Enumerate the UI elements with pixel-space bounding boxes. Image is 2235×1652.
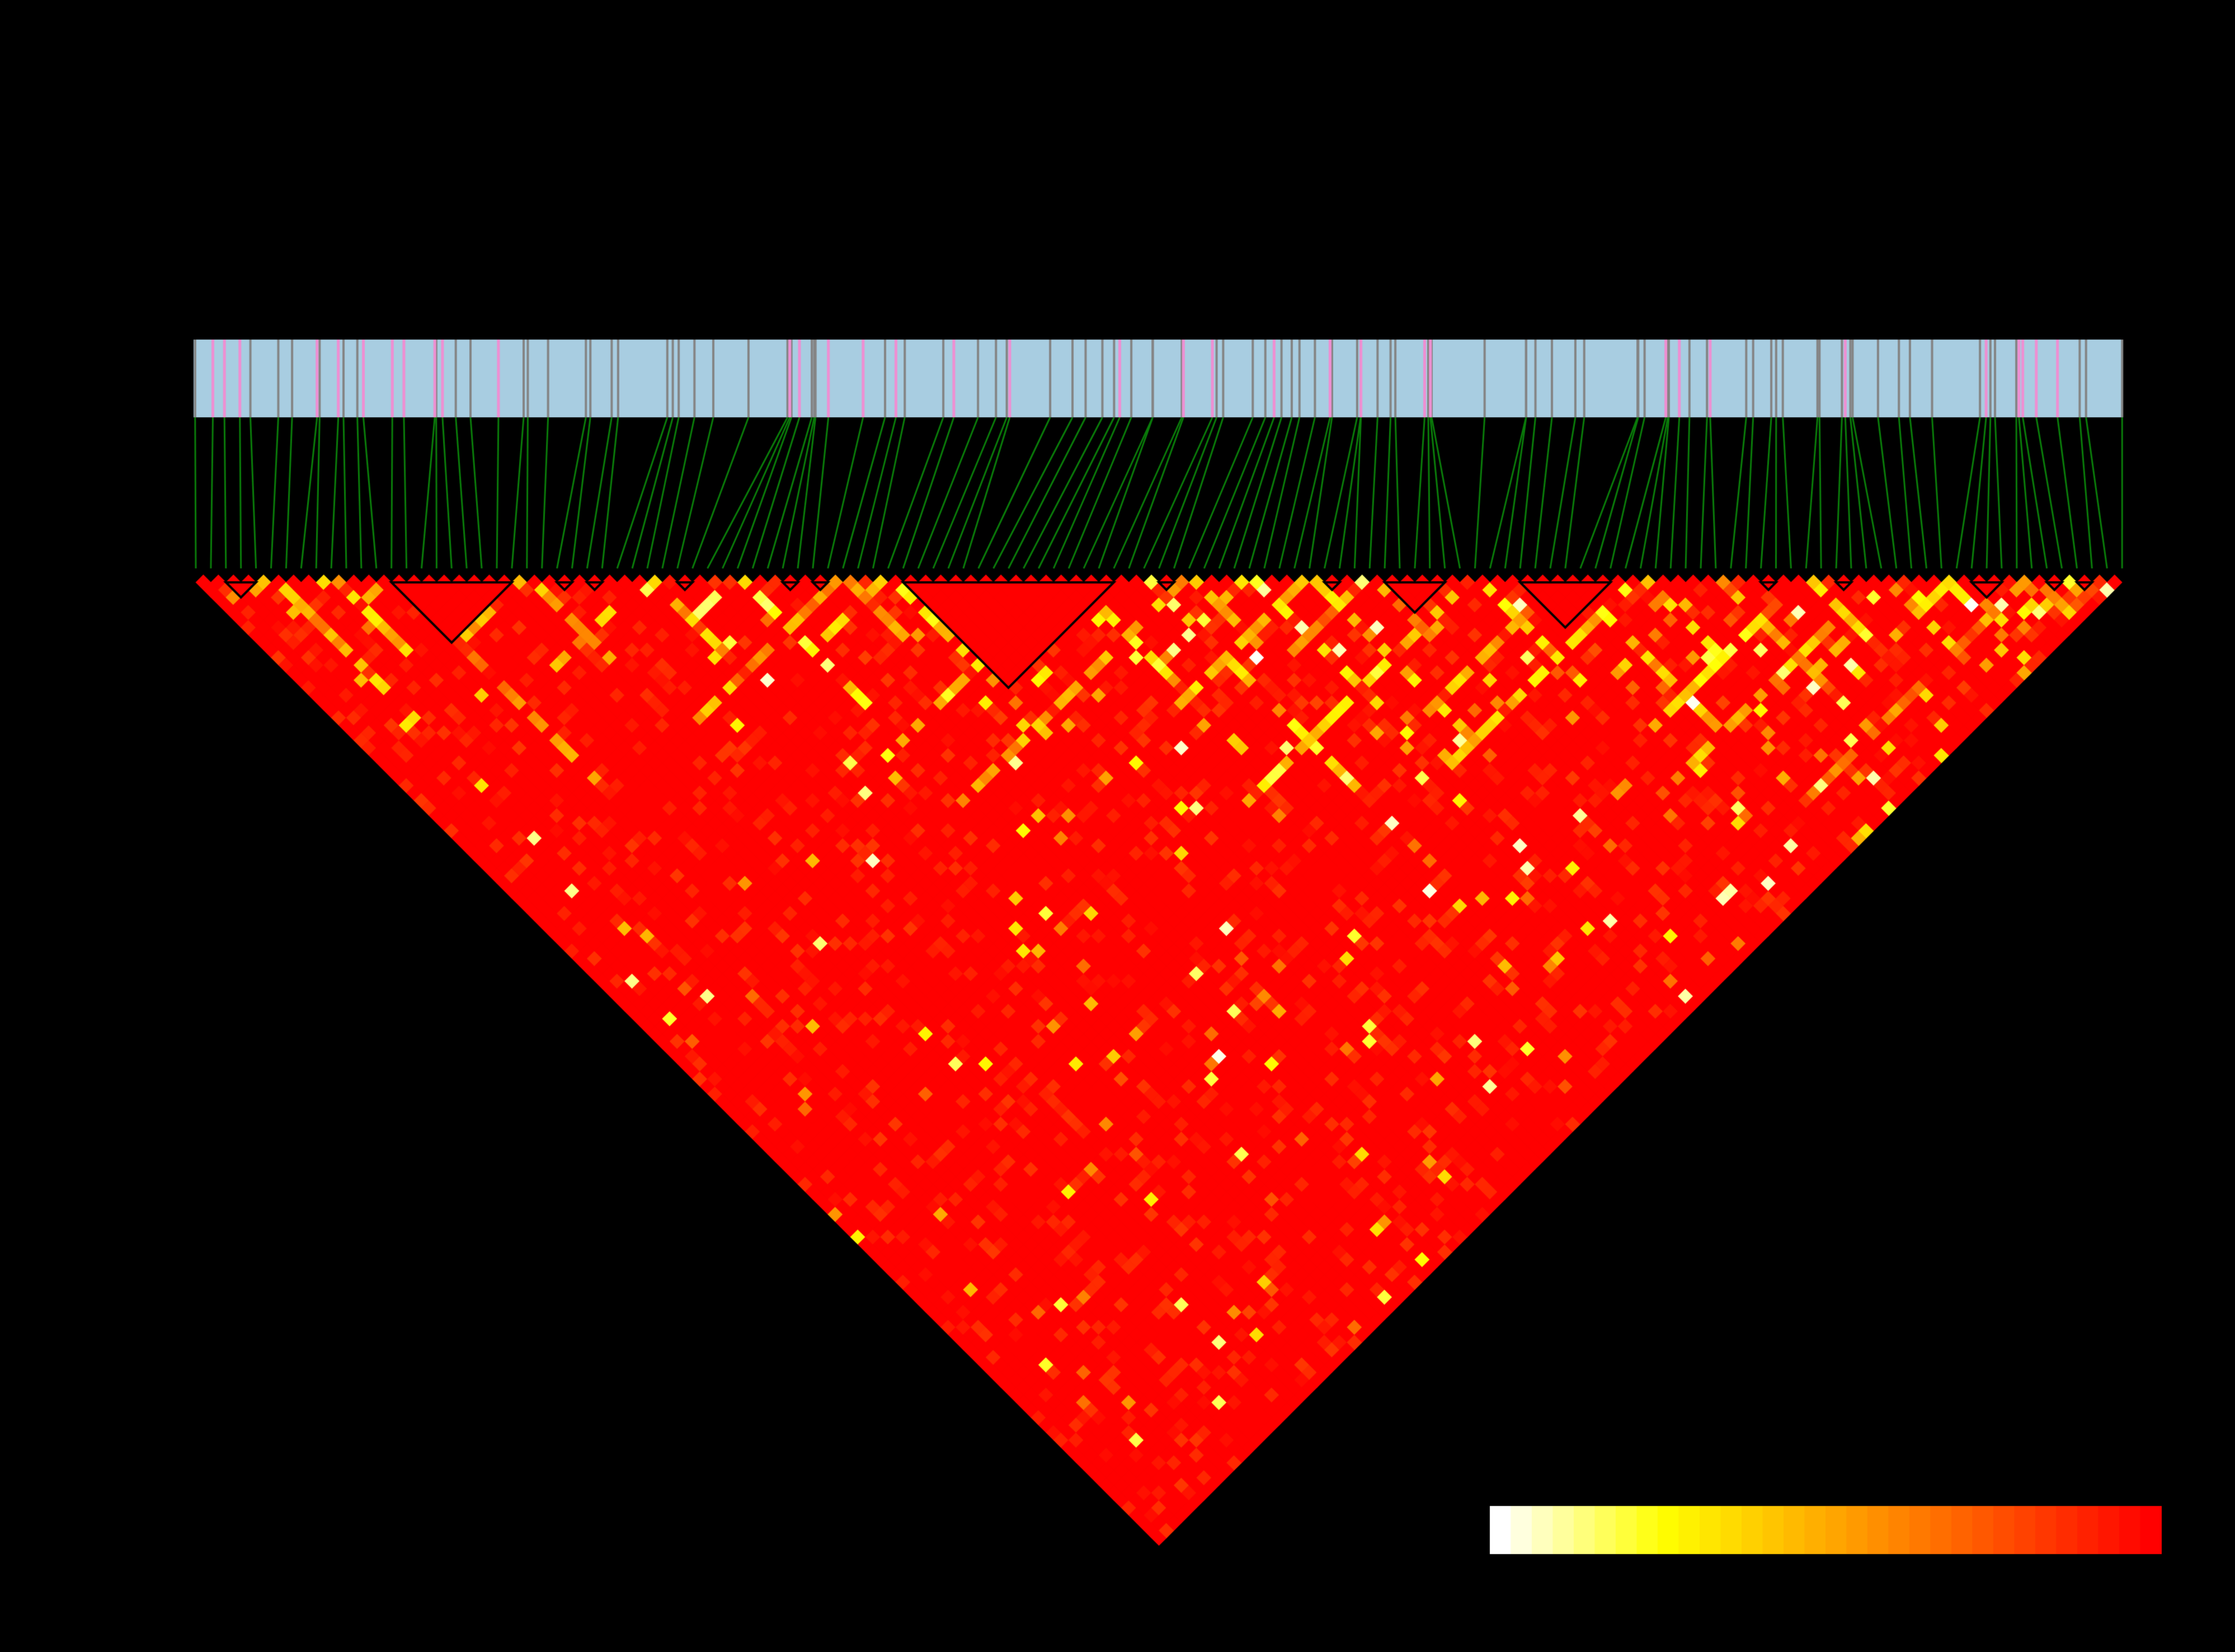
ld-heatmap-figure [0,0,2235,1652]
ld-plot-canvas [0,0,2235,1652]
